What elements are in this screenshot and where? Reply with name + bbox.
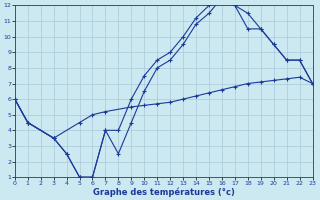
X-axis label: Graphe des températures (°c): Graphe des températures (°c) (93, 187, 235, 197)
